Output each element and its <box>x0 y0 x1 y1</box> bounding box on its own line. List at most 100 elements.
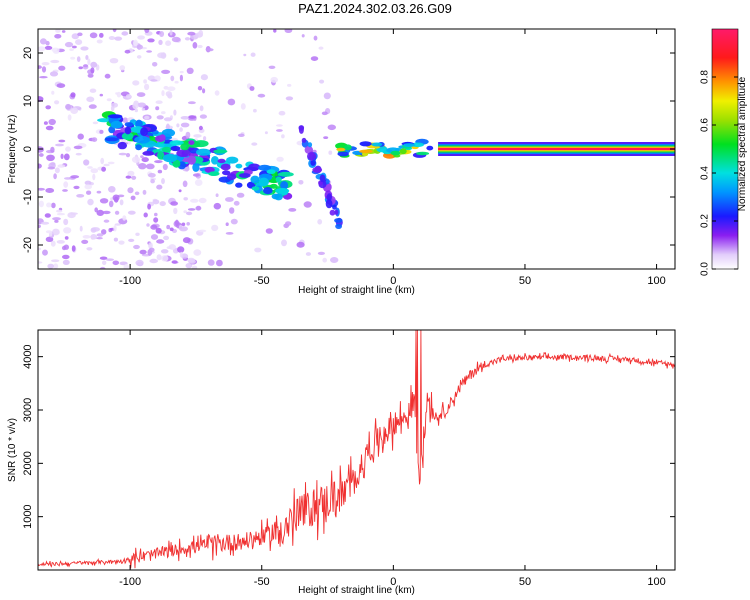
noise-speckle <box>63 218 69 226</box>
noise-speckle <box>216 259 223 267</box>
noise-speckle <box>125 153 131 158</box>
noise-speckle <box>48 118 56 126</box>
noise-speckle <box>103 163 110 167</box>
noise-speckle <box>113 237 118 242</box>
ridge-blob <box>258 164 272 171</box>
noise-speckle <box>285 96 294 101</box>
noise-speckle <box>57 164 66 168</box>
streak-blob <box>301 137 307 143</box>
noise-speckle <box>41 62 50 66</box>
noise-speckle <box>143 79 148 84</box>
ridge-blob <box>121 132 134 140</box>
noise-speckle <box>73 145 83 150</box>
noise-speckle <box>79 225 83 232</box>
ridge-blob <box>235 182 243 188</box>
ridge-blob <box>172 159 181 168</box>
noise-speckle <box>49 231 53 237</box>
noise-speckle <box>288 208 297 212</box>
ridge-blob <box>140 127 149 137</box>
noise-speckle <box>303 201 312 208</box>
snr-series-line <box>38 330 675 569</box>
noise-speckle <box>156 254 162 261</box>
noise-speckle <box>227 98 236 106</box>
noise-speckle <box>54 167 60 174</box>
colorbar-tick-label: 0.8 <box>700 70 711 84</box>
ridge-blob <box>180 143 190 151</box>
x-tick-label: 0 <box>390 275 396 287</box>
x-axis-label: Height of straight line (km) <box>298 285 415 296</box>
noise-speckle <box>64 236 69 240</box>
noise-speckle <box>179 127 183 132</box>
noise-speckle <box>91 227 100 232</box>
noise-speckle <box>237 133 245 137</box>
ridge-blob <box>142 151 155 156</box>
noise-speckle <box>154 212 158 217</box>
colorbar-label: Normalized spectral amplitude <box>737 76 748 211</box>
noise-speckle <box>73 185 80 190</box>
noise-speckle <box>40 38 47 45</box>
noise-speckle <box>144 29 150 33</box>
noise-speckle <box>50 59 60 64</box>
noise-speckle <box>253 108 257 113</box>
noise-speckle <box>323 92 331 100</box>
noise-speckle <box>155 227 162 234</box>
noise-speckle <box>44 213 51 218</box>
noise-speckle <box>118 240 125 245</box>
noise-speckle <box>85 55 89 60</box>
noise-speckle <box>322 257 328 263</box>
noise-speckle <box>265 228 273 234</box>
noise-speckle <box>99 129 104 134</box>
x-tick-label: -50 <box>254 275 270 287</box>
noise-speckle <box>163 117 173 122</box>
noise-speckle <box>46 202 52 208</box>
noise-speckle <box>96 209 105 216</box>
noise-speckle <box>257 93 266 98</box>
noise-speckle <box>38 153 44 157</box>
noise-speckle <box>159 201 166 207</box>
noise-speckle <box>56 212 65 216</box>
noise-speckle <box>188 115 197 119</box>
noise-speckle <box>270 76 279 83</box>
noise-speckle <box>142 189 147 195</box>
noise-speckle <box>187 31 196 36</box>
streak-blob <box>334 209 339 215</box>
noise-speckle <box>144 83 150 91</box>
ridge-blob <box>161 146 172 153</box>
noise-speckle <box>281 239 287 247</box>
streak-blob <box>319 174 326 183</box>
transition-blob <box>426 145 434 151</box>
noise-speckle <box>89 88 97 93</box>
noise-speckle <box>54 219 59 223</box>
streak-blob <box>334 218 343 223</box>
noise-speckle <box>268 65 276 70</box>
noise-speckle <box>56 209 63 213</box>
ridge-blob <box>170 145 181 152</box>
noise-speckle <box>310 56 319 61</box>
noise-speckle <box>127 210 136 215</box>
ridge-blob <box>263 187 273 195</box>
noise-speckle <box>174 219 179 227</box>
ridge-blob <box>192 163 200 172</box>
noise-speckle <box>215 193 219 197</box>
noise-speckle <box>135 232 140 236</box>
noise-speckle <box>133 244 140 250</box>
ridge-blob <box>248 163 261 171</box>
noise-speckle <box>63 227 72 234</box>
x-tick-label: 100 <box>647 576 665 588</box>
noise-speckle <box>75 152 82 156</box>
transition-blob <box>390 150 401 156</box>
noise-speckle <box>156 115 164 120</box>
noise-speckle <box>165 91 172 97</box>
noise-speckle <box>149 258 158 264</box>
noise-speckle <box>58 139 66 143</box>
noise-speckle <box>52 217 61 221</box>
snr-plot-marks <box>38 330 675 569</box>
noise-speckle <box>53 173 57 180</box>
noise-speckle <box>76 56 81 62</box>
noise-speckle <box>165 123 170 131</box>
noise-speckle <box>54 34 62 39</box>
noise-speckle <box>116 91 122 98</box>
noise-speckle <box>170 75 175 82</box>
ridge-blob <box>204 166 215 173</box>
